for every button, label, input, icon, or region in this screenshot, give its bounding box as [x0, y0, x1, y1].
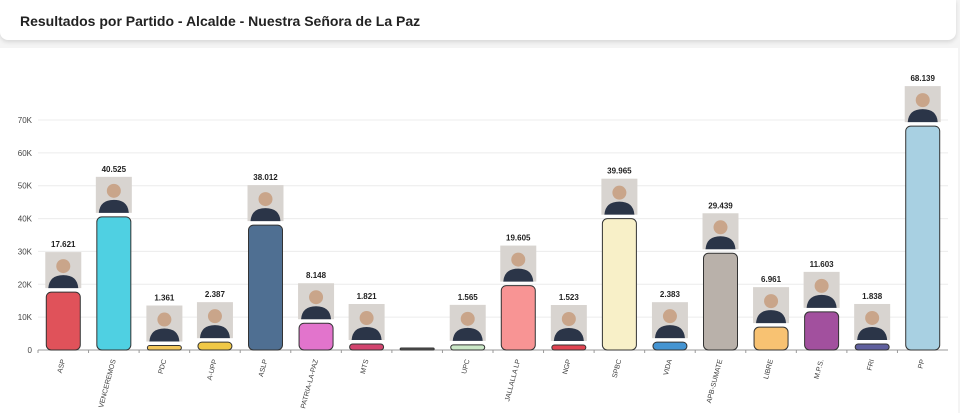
data-label: 1.565 [458, 293, 479, 302]
candidate-body-icon [705, 236, 736, 250]
candidate-body-icon [654, 325, 685, 339]
candidate-head-icon [865, 310, 880, 325]
candidate-body-icon [553, 327, 584, 341]
x-tick-label: MTS [360, 358, 371, 374]
x-tick-label: JALLALLA LP [504, 358, 522, 402]
bar [197, 341, 233, 351]
data-label: 1.523 [559, 293, 580, 302]
x-tick-label: UPC [461, 359, 472, 375]
data-label: 8.148 [306, 271, 327, 280]
data-label: 68.139 [910, 74, 935, 83]
bar [500, 285, 536, 351]
bar [349, 343, 385, 351]
bar [601, 218, 637, 351]
data-label: 1.838 [862, 292, 883, 301]
y-tick-label: 20K [18, 280, 33, 289]
bar [753, 326, 789, 351]
bar [146, 345, 182, 351]
data-label: 2.383 [660, 290, 681, 299]
x-tick-label: PATRIA-LA-PAZ [300, 358, 320, 409]
y-tick-label: 70K [18, 116, 33, 125]
candidate-body-icon [503, 268, 534, 282]
y-tick-label: 60K [18, 149, 33, 158]
y-tick-label: 30K [18, 247, 33, 256]
bar [96, 216, 132, 351]
x-tick-label: NGP [562, 358, 573, 375]
bar [298, 322, 334, 351]
x-tick-label: PDC [158, 359, 169, 375]
candidate-head-icon [258, 192, 273, 207]
bar [905, 125, 941, 351]
candidate-body-icon [199, 325, 230, 339]
candidate-head-icon [359, 311, 374, 326]
candidate-body-icon [351, 327, 382, 341]
candidate-head-icon [915, 93, 930, 108]
candidate-head-icon [56, 259, 71, 274]
candidate-body-icon [250, 208, 281, 222]
x-tick-label: APB-SUMATE [706, 358, 724, 404]
x-tick-label: ASP [57, 358, 67, 374]
data-label: 1.361 [154, 294, 175, 303]
chart-panel [0, 48, 958, 413]
candidate-head-icon [764, 294, 779, 309]
candidate-body-icon [907, 109, 938, 123]
bar [45, 291, 81, 351]
x-tick-label: VENCEREMOS [98, 358, 118, 408]
candidate-body-icon [301, 306, 332, 320]
bar [854, 343, 890, 351]
x-tick-label: FRI [866, 359, 876, 372]
x-tick-label: M.P.S. [814, 359, 826, 380]
x-tick-label: VIDA [663, 358, 674, 376]
candidate-head-icon [309, 290, 324, 305]
candidate-body-icon [604, 201, 635, 215]
candidate-body-icon [857, 326, 888, 340]
bar [450, 344, 486, 351]
x-tick-label: PP [917, 358, 926, 369]
candidate-head-icon [460, 311, 475, 326]
bar [248, 224, 283, 351]
data-label: 1.821 [357, 292, 378, 301]
data-label: 38.012 [253, 173, 278, 182]
y-tick-label: 40K [18, 215, 33, 224]
candidate-body-icon [806, 294, 837, 308]
y-tick-label: 50K [18, 182, 33, 191]
candidate-head-icon [511, 252, 526, 267]
data-label: 11.603 [810, 260, 835, 269]
candidate-head-icon [662, 309, 677, 324]
bar [703, 252, 738, 351]
candidate-head-icon [814, 278, 829, 293]
candidate-body-icon [149, 328, 180, 342]
x-tick-label: SPBC [612, 359, 624, 379]
bar [551, 344, 587, 351]
candidate-head-icon [713, 220, 728, 235]
x-tick-label: ASLP [258, 358, 269, 377]
data-label: 40.525 [102, 165, 127, 174]
candidate-head-icon [157, 312, 172, 327]
bar [399, 347, 435, 351]
candidate-head-icon [561, 311, 576, 326]
page-title: Resultados por Partido - Alcalde - Nuest… [20, 13, 421, 29]
candidate-body-icon [48, 275, 79, 289]
data-label: 2.387 [205, 290, 226, 299]
data-label: 29.439 [708, 201, 733, 210]
candidate-body-icon [756, 310, 787, 324]
x-tick-label: A-UPP [207, 358, 219, 381]
x-tick-label: LIBRE [763, 358, 775, 380]
header-bar: Resultados por Partido - Alcalde - Nuest… [0, 0, 956, 40]
data-label: 6.961 [761, 275, 782, 284]
candidate-body-icon [98, 199, 129, 213]
bar [804, 311, 840, 351]
bar [652, 341, 688, 351]
candidate-head-icon [106, 183, 121, 198]
y-tick-label: 10K [18, 313, 33, 322]
data-label: 19.605 [506, 234, 531, 243]
candidate-head-icon [207, 309, 222, 324]
y-tick-label: 0 [28, 346, 33, 355]
data-label: 39.965 [607, 167, 632, 176]
candidate-head-icon [612, 185, 627, 200]
data-label: 17.621 [51, 240, 76, 249]
candidate-body-icon [452, 327, 483, 341]
